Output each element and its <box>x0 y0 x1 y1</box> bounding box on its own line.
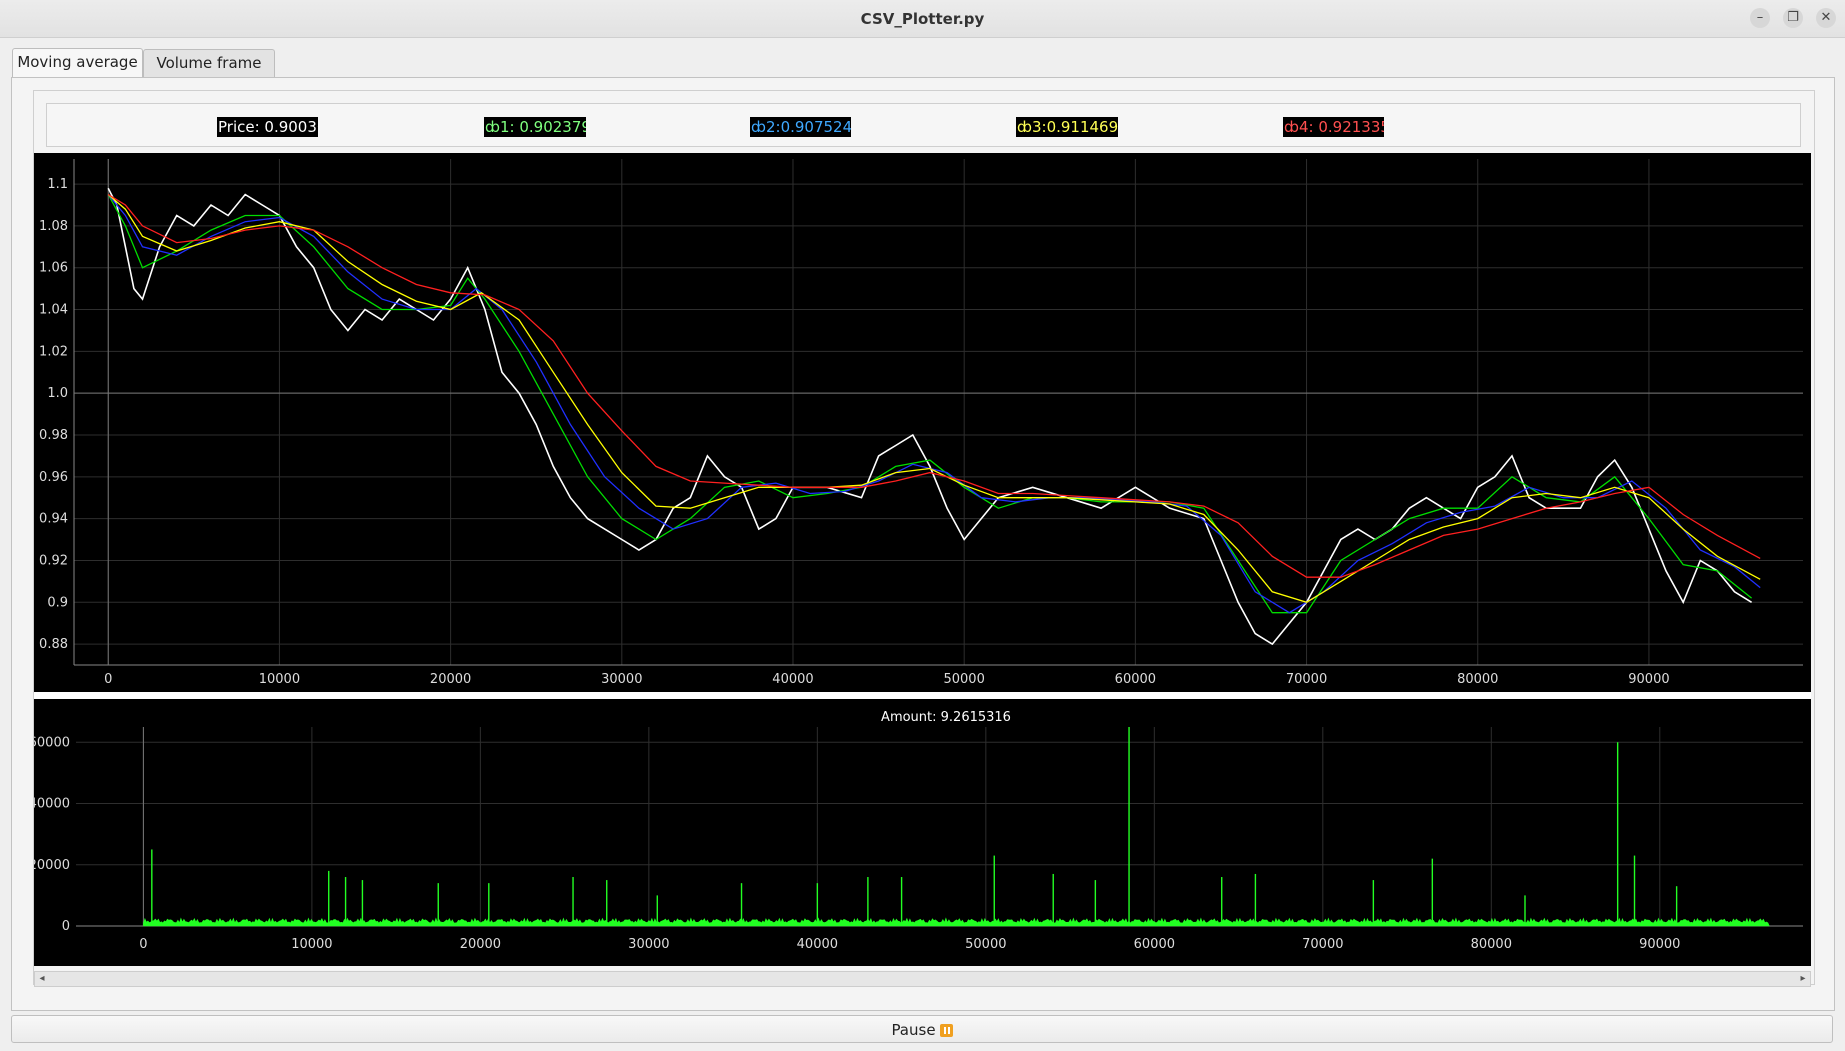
y-tick-label: 0.98 <box>39 428 68 443</box>
pause-button[interactable]: Pause <box>11 1015 1833 1043</box>
scroll-right-icon[interactable]: ▸ <box>1800 973 1806 984</box>
x-tick-label: 50000 <box>943 672 984 687</box>
x-tick-label: 70000 <box>1286 672 1327 687</box>
x-tick-label: 60000 <box>1134 937 1175 952</box>
x-tick-label: 20000 <box>460 937 501 952</box>
y-tick-label: 0.92 <box>39 553 68 568</box>
y-tick-label: 0.88 <box>39 637 68 652</box>
minimize-icon[interactable]: – <box>1750 8 1770 28</box>
ma4-series-line <box>107 193 1761 578</box>
price-readout: Price: 0.90036 <box>217 117 318 137</box>
close-icon[interactable]: ✕ <box>1816 8 1836 28</box>
y-tick-label: 40000 <box>34 797 70 812</box>
y-tick-label: 1.04 <box>39 303 68 318</box>
x-tick-label: 60000 <box>1115 672 1156 687</box>
x-tick-label: 50000 <box>965 937 1006 952</box>
x-tick-label: 0 <box>139 937 147 952</box>
price-chart-svg: 0 10000 20000 30000 40000 50000 60000 70000 8000… <box>39 159 1803 687</box>
y-tick-label: 0.96 <box>39 470 68 485</box>
x-tick-label: 80000 <box>1457 672 1498 687</box>
scroll-left-icon[interactable]: ◂ <box>39 973 45 984</box>
x-tick-label: 10000 <box>259 672 300 687</box>
y-tick-label: 1.08 <box>39 219 68 234</box>
x-tick-label: 30000 <box>601 672 642 687</box>
pause-label: Pause <box>891 1021 936 1039</box>
y-tick-label: 60000 <box>34 735 70 750</box>
x-tick-label: 10000 <box>291 937 332 952</box>
y-tick-label: 1.1 <box>47 177 68 192</box>
ma3-readout: ȸ3:0.9114696 <box>1016 117 1118 137</box>
ma2-series-line <box>107 194 1761 614</box>
ma2-readout: ȸ2:0.9075242 <box>750 117 851 137</box>
y-tick-label: 0.94 <box>39 512 68 527</box>
x-tick-label: 0 <box>104 672 112 687</box>
ma1-readout: ȸ1: 0.9023798 <box>484 117 586 137</box>
horizontal-scrollbar[interactable]: ◂ ▸ <box>34 971 1811 987</box>
price-series-line <box>107 187 1753 646</box>
ma1-series-line <box>107 194 1753 614</box>
x-tick-label: 20000 <box>430 672 471 687</box>
pause-icon <box>939 1024 953 1037</box>
x-tick-label: 40000 <box>772 672 813 687</box>
volume-chart[interactable]: 0 10000 20000 30000 40000 50000 60000 70000 8000… <box>29 699 1811 966</box>
y-tick-label: 0.9 <box>47 595 68 610</box>
y-tick-label: 1.0 <box>47 386 68 401</box>
title-bar: CSV_Plotter.py – ❐ ✕ <box>0 0 1845 38</box>
x-tick-label: 40000 <box>797 937 838 952</box>
window-title: CSV_Plotter.py <box>860 10 985 28</box>
ma3-series-line <box>107 194 1761 604</box>
y-tick-label: 1.02 <box>39 344 68 359</box>
restore-icon[interactable]: ❐ <box>1783 8 1803 28</box>
volume-baseline-band <box>143 917 1770 927</box>
x-tick-label: 80000 <box>1471 937 1512 952</box>
x-tick-label: 30000 <box>628 937 669 952</box>
tab-moving-average[interactable]: Moving average <box>12 48 143 78</box>
x-tick-label: 90000 <box>1628 672 1669 687</box>
tab-volume-frame[interactable]: Volume frame <box>143 49 275 77</box>
readout-bar: Price: 0.90036 ȸ1: 0.9023798 ȸ2:0.907524… <box>46 103 1801 147</box>
ma4-readout: ȸ4: 0.9213353 <box>1283 117 1384 137</box>
chart-splitter[interactable] <box>34 692 1811 699</box>
y-tick-label: 0 <box>62 919 70 934</box>
volume-chart-title: Amount: 9.2615316 <box>881 710 1011 725</box>
price-chart[interactable]: 0 10000 20000 30000 40000 50000 60000 70000 8000… <box>34 153 1811 692</box>
volume-chart-svg: 0 10000 20000 30000 40000 50000 60000 70000 8000… <box>29 710 1803 952</box>
x-tick-label: 70000 <box>1302 937 1343 952</box>
x-tick-label: 90000 <box>1639 937 1680 952</box>
y-tick-label: 1.06 <box>39 261 68 276</box>
y-tick-label: 20000 <box>34 858 70 873</box>
